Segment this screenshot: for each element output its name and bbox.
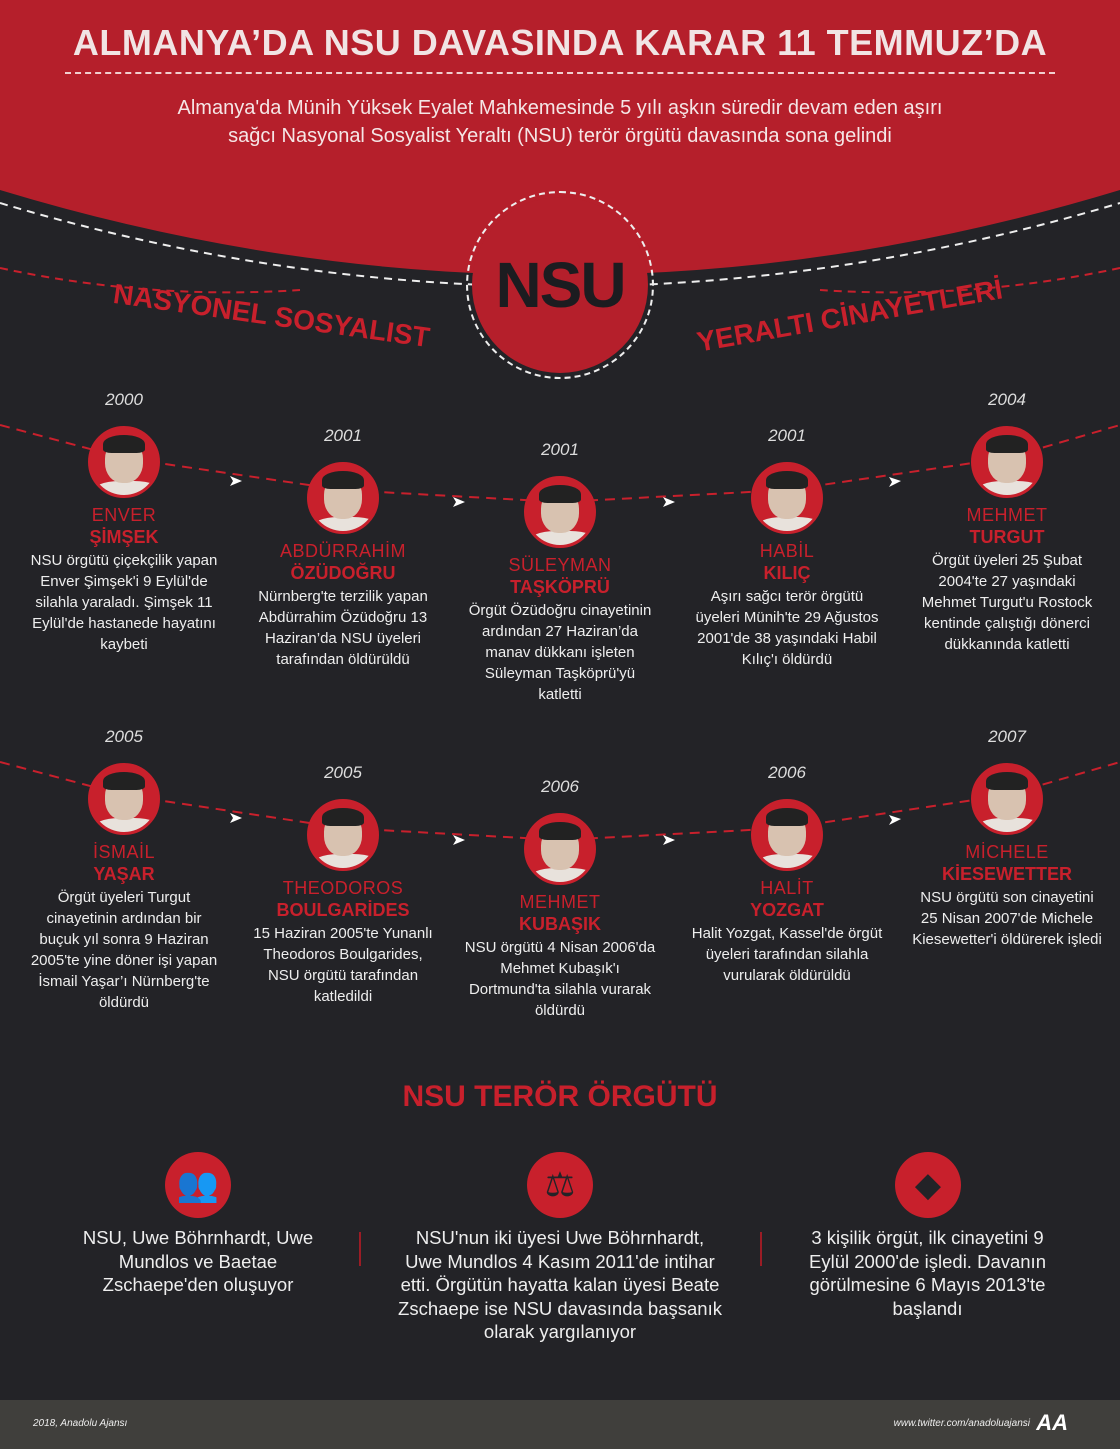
- info-text-suicide: NSU'nun iki üyesi Uwe Böhrnhardt, Uwe Mu…: [398, 1227, 722, 1342]
- victim-last-name: TAŞKÖPRÜ: [510, 577, 610, 597]
- victim-first-name: MİCHELE: [965, 842, 1049, 862]
- victim-description: Halit Yozgat, Kassel'de örgüt üyeleri ta…: [691, 925, 883, 984]
- victim-photo: [88, 426, 160, 498]
- footer: 2018, Anadolu Ajansı www.twitter.com/ana…: [0, 1400, 1120, 1449]
- twitter-link[interactable]: www.twitter.com/anadoluajansi: [893, 1418, 1030, 1429]
- victim-first-name: ABDÜRRAHİM: [279, 541, 406, 561]
- victim-photo: [307, 462, 379, 534]
- victim-photo: [971, 426, 1043, 498]
- separator: [359, 1232, 361, 1266]
- subtitle: Almanya'da Münih Yüksek Eyalet Mahkemesi…: [177, 97, 943, 147]
- victim-description: Örgüt üyeleri Turgut cinayetinin ardında…: [30, 889, 218, 1011]
- victim-photo: [751, 462, 823, 534]
- gavel-icon: ⚖: [527, 1152, 593, 1218]
- victim-description: 15 Haziran 2005'te Yunanlı Theodoros Bou…: [253, 925, 433, 1005]
- victim-description: NSU örgütü son cinayetini 25 Nisan 2007'…: [912, 889, 1102, 948]
- victim-first-name: ENVER: [91, 505, 157, 525]
- victim-card: 2000 ENVER ŞİMŞEK NSU örgütü çiçekçilik …: [19, 390, 229, 655]
- info-text-members: NSU, Uwe Böhrnhardt, Uwe Mundlos ve Baet…: [82, 1227, 314, 1295]
- header-dashed-curve: [0, 202, 1120, 288]
- victim-year: 2001: [541, 440, 579, 459]
- victim-first-name: SÜLEYMAN: [508, 555, 612, 575]
- victim-photo: [524, 813, 596, 885]
- victim-first-name: MEHMET: [966, 505, 1048, 525]
- header-band: [0, 0, 1120, 275]
- victim-photo: [88, 763, 160, 835]
- victim-last-name: YOZGAT: [750, 900, 824, 920]
- victim-card: 2001 SÜLEYMAN TAŞKÖPRÜ Örgüt Özüdoğru ci…: [455, 440, 665, 705]
- nsu-logo: NSU: [472, 197, 648, 373]
- victim-last-name: ŞİMŞEK: [89, 527, 159, 547]
- victim-last-name: KUBAŞIK: [518, 914, 601, 934]
- gun-icon: ◆: [895, 1152, 961, 1218]
- victim-first-name: THEODOROS: [282, 878, 404, 898]
- victim-card: 2006 MEHMET KUBAŞIK NSU örgütü 4 Nisan 2…: [455, 777, 665, 1021]
- arrow-icons: [230, 476, 901, 845]
- victim-card: 2005 İSMAİL YAŞAR Örgüt üyeleri Turgut c…: [19, 727, 229, 1013]
- victim-description: Örgüt üyeleri 25 Şubat 2004'te 27 yaşınd…: [921, 552, 1093, 653]
- victim-year: 2001: [768, 426, 806, 445]
- group-icon: 👥: [165, 1152, 231, 1218]
- victim-photo: [971, 763, 1043, 835]
- victim-year: 2006: [768, 763, 806, 782]
- victim-card: 2001 ABDÜRRAHİM ÖZÜDOĞRU Nürnberg'te ter…: [238, 426, 448, 670]
- victim-card: 2006 HALİT YOZGAT Halit Yozgat, Kassel'd…: [682, 763, 892, 986]
- victim-year: 2006: [541, 777, 579, 796]
- victim-card: 2001 HABİL KILIÇ Aşırı sağcı terör örgüt…: [682, 426, 892, 670]
- victim-first-name: MEHMET: [519, 892, 601, 912]
- victim-first-name: HALİT: [760, 878, 814, 898]
- victim-card: 2005 THEODOROS BOULGARİDES 15 Haziran 20…: [238, 763, 448, 1007]
- victim-description: NSU örgütü 4 Nisan 2006'da Mehmet Kubaşı…: [464, 939, 656, 1019]
- victim-last-name: KILIÇ: [763, 563, 811, 583]
- victim-description: NSU örgütü çiçekçilik yapan Enver Şimşek…: [30, 552, 218, 653]
- aa-logo: AA: [1036, 1410, 1068, 1435]
- victim-card: 2007 MİCHELE KİESEWETTER NSU örgütü son …: [902, 727, 1112, 950]
- victim-description: Örgüt Özüdoğru cinayetinin ardından 27 H…: [468, 602, 652, 703]
- separator: [760, 1232, 762, 1266]
- victim-year: 2005: [324, 763, 362, 782]
- victim-photo: [307, 799, 379, 871]
- victim-last-name: KİESEWETTER: [941, 864, 1072, 884]
- victim-last-name: ÖZÜDOĞRU: [290, 563, 396, 583]
- divider: [65, 72, 1055, 74]
- section-title: NSU TERÖR ÖRGÜTÜ: [402, 1080, 718, 1113]
- victim-year: 2000: [105, 390, 143, 409]
- victim-first-name: HABİL: [759, 541, 815, 561]
- victim-first-name: İSMAİL: [92, 842, 156, 862]
- victim-last-name: TURGUT: [969, 527, 1045, 547]
- victim-description: Nürnberg'te terzilik yapan Abdürrahim Öz…: [258, 588, 428, 668]
- victim-last-name: BOULGARİDES: [276, 900, 410, 920]
- victim-year: 2001: [324, 426, 362, 445]
- victim-year: 2004: [988, 390, 1026, 409]
- page-title: ALMANYA’DA NSU DAVASINDA KARAR 11 TEMMUZ…: [72, 22, 1048, 63]
- victim-photo: [524, 476, 596, 548]
- victim-description: Aşırı sağcı terör örgütü üyeleri Münih't…: [695, 588, 879, 668]
- victim-card: 2004 MEHMET TURGUT Örgüt üyeleri 25 Şuba…: [902, 390, 1112, 655]
- copyright: 2018, Anadolu Ajansı: [33, 1418, 128, 1429]
- victim-year: 2005: [105, 727, 143, 746]
- victim-last-name: YAŞAR: [93, 864, 155, 884]
- victim-year: 2007: [988, 727, 1026, 746]
- info-text-trial: 3 kişilik örgüt, ilk cinayetini 9 Eylül …: [809, 1227, 1046, 1319]
- victim-photo: [751, 799, 823, 871]
- nsu-dashed-ring: [466, 191, 654, 379]
